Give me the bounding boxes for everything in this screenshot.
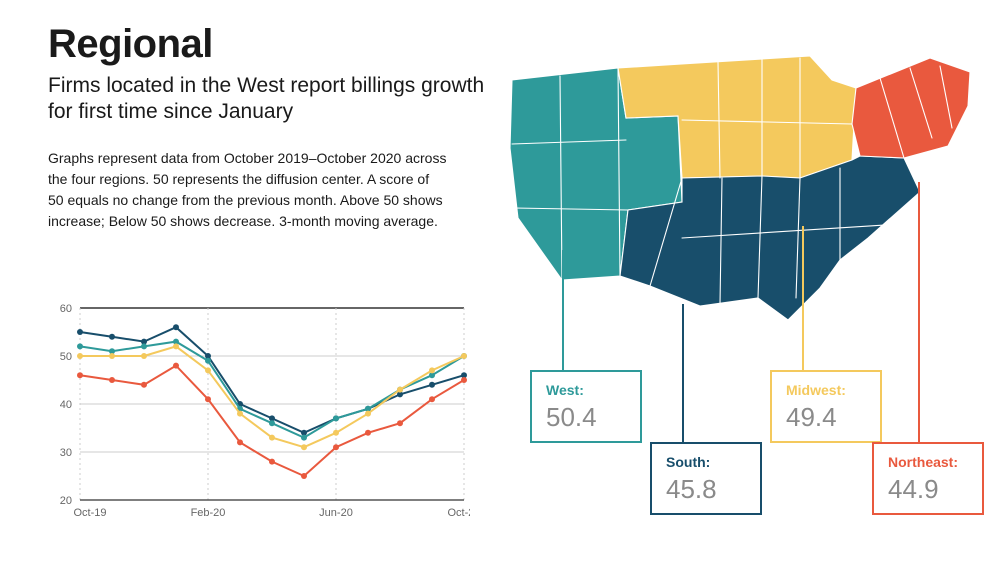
svg-text:40: 40 [60,399,72,411]
text-block: Regional Firms located in the West repor… [48,22,488,232]
billings-line-chart: 20 30 40 50 60 Oct-19 Feb-20 Jun-20 Oct-20 [40,300,470,530]
leader-northeast [918,182,920,442]
callout-value: 44.9 [888,474,968,505]
callout-value: 50.4 [546,402,626,433]
page-subtitle: Firms located in the West report billing… [48,73,488,126]
callout-label: West: [546,382,626,398]
regional-infographic: Regional Firms located in the West repor… [0,0,1000,563]
callout-south: South: 45.8 [650,442,762,515]
svg-text:60: 60 [60,303,72,315]
svg-text:50: 50 [60,351,72,363]
callout-midwest: Midwest: 49.4 [770,370,882,443]
svg-text:30: 30 [60,447,72,459]
callout-label: Midwest: [786,382,866,398]
svg-text:20: 20 [60,495,72,507]
callout-west: West: 50.4 [530,370,642,443]
callout-label: Northeast: [888,454,968,470]
callout-value: 45.8 [666,474,746,505]
svg-text:Oct-20: Oct-20 [447,507,470,519]
leader-west [562,250,564,370]
callout-value: 49.4 [786,402,866,433]
svg-text:Feb-20: Feb-20 [191,507,226,519]
page-title: Regional [48,22,488,67]
leader-midwest [802,226,804,370]
callouts: West: 50.4 South: 45.8 Midwest: 49.4 Northeast… [500,28,980,538]
page-description: Graphs represent data from October 2019–… [48,148,448,232]
callout-northeast: Northeast: 44.9 [872,442,984,515]
right-panel: West: 50.4 South: 45.8 Midwest: 49.4 Northeast… [500,28,980,538]
leader-south [682,304,684,442]
svg-text:Oct-19: Oct-19 [73,507,106,519]
callout-label: South: [666,454,746,470]
svg-text:Jun-20: Jun-20 [319,507,353,519]
